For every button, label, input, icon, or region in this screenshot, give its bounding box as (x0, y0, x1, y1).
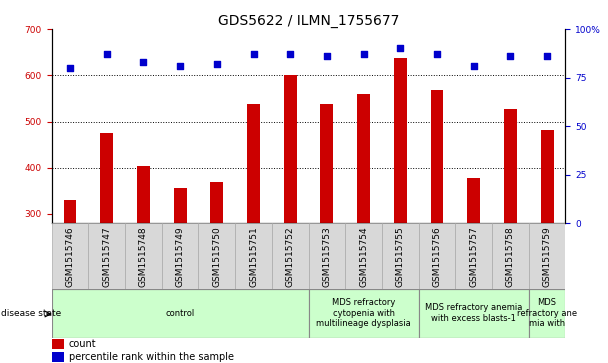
Bar (345, 223, 382, 290)
Point (322, 53, 332, 59)
Text: control: control (165, 309, 195, 318)
Point (285, 52, 295, 57)
Text: count: count (69, 339, 96, 349)
Bar (52, 289, 308, 338)
Bar (125, 223, 162, 290)
Text: GSM1515757: GSM1515757 (469, 227, 478, 287)
Bar (455, 223, 492, 290)
Bar (308, 223, 345, 290)
Text: GSM1515750: GSM1515750 (212, 227, 221, 287)
Text: GSM1515754: GSM1515754 (359, 227, 368, 287)
Bar (247, 105, 260, 223)
Point (212, 61, 222, 67)
Bar (88, 223, 125, 290)
Bar (308, 289, 419, 338)
Bar (504, 109, 517, 223)
Bar (174, 188, 187, 223)
Bar (382, 223, 419, 290)
Point (65, 65, 75, 71)
Text: percentile rank within the sample: percentile rank within the sample (69, 352, 233, 362)
Bar (52, 223, 88, 290)
Bar (52, 339, 64, 349)
Title: GDS5622 / ILMN_1755677: GDS5622 / ILMN_1755677 (218, 14, 399, 28)
Bar (52, 351, 64, 362)
Bar (198, 223, 235, 290)
Bar (468, 178, 480, 223)
Bar (64, 200, 77, 223)
Text: GSM1515755: GSM1515755 (396, 227, 405, 287)
Point (469, 63, 478, 69)
Text: disease state: disease state (1, 310, 61, 318)
Point (139, 59, 148, 65)
Text: GSM1515746: GSM1515746 (66, 227, 75, 287)
Bar (235, 223, 272, 290)
Bar (492, 223, 529, 290)
Point (542, 53, 552, 59)
Bar (210, 182, 223, 223)
Point (395, 45, 405, 51)
Bar (162, 223, 198, 290)
Bar (272, 223, 308, 290)
Bar (419, 223, 455, 290)
Bar (100, 133, 113, 223)
Bar (529, 289, 565, 338)
Text: GSM1515751: GSM1515751 (249, 227, 258, 287)
Point (432, 52, 442, 57)
Bar (419, 289, 529, 338)
Point (359, 52, 368, 57)
Point (175, 63, 185, 69)
Text: GSM1515756: GSM1515756 (432, 227, 441, 287)
Text: MDS
refractory ane
mia with: MDS refractory ane mia with (517, 298, 577, 328)
Bar (357, 94, 370, 223)
Point (102, 52, 112, 57)
Text: GSM1515758: GSM1515758 (506, 227, 515, 287)
Text: GSM1515747: GSM1515747 (102, 227, 111, 287)
Text: GSM1515753: GSM1515753 (322, 227, 331, 287)
Text: GSM1515749: GSM1515749 (176, 227, 185, 287)
Bar (320, 105, 333, 223)
Text: MDS refractory anemia
with excess blasts-1: MDS refractory anemia with excess blasts… (425, 303, 522, 323)
Bar (430, 90, 443, 223)
Bar (284, 75, 297, 223)
Text: GSM1515752: GSM1515752 (286, 227, 295, 287)
Bar (541, 130, 553, 223)
Bar (137, 166, 150, 223)
Point (249, 52, 258, 57)
Bar (529, 223, 565, 290)
Text: MDS refractory
cytopenia with
multilineage dysplasia: MDS refractory cytopenia with multilinea… (316, 298, 411, 328)
Bar (394, 58, 407, 223)
Point (505, 53, 515, 59)
Text: GSM1515759: GSM1515759 (542, 227, 551, 287)
Text: GSM1515748: GSM1515748 (139, 227, 148, 287)
